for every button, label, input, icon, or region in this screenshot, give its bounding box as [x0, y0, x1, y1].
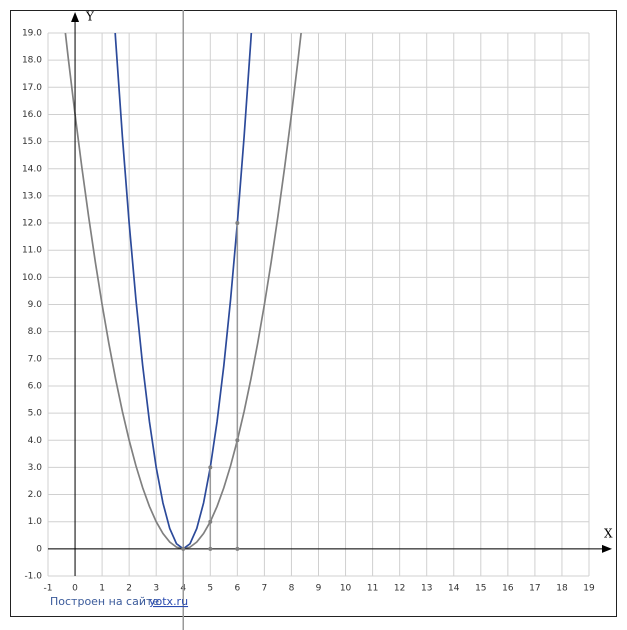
y-axis-arrow — [71, 12, 80, 22]
x-tick-label: 18 — [556, 584, 568, 594]
x-tick-label: 7 — [262, 584, 268, 594]
x-tick-label: 11 — [367, 584, 378, 594]
x-tick-label: -1 — [44, 584, 53, 594]
y-tick-label: 16.0 — [22, 110, 42, 120]
y-tick-label: 15.0 — [22, 137, 42, 147]
y-tick-label: 5.0 — [28, 409, 43, 419]
footer-text: Построен на сайте — [50, 595, 159, 608]
point — [208, 546, 213, 551]
x-tick-label: 14 — [448, 584, 460, 594]
x-tick-label: 0 — [72, 584, 78, 594]
x-tick-label: 13 — [421, 584, 432, 594]
point — [181, 546, 186, 551]
y-tick-label: 9.0 — [28, 300, 43, 310]
y-tick-label: 1.0 — [28, 517, 43, 527]
y-axis-label: Y — [85, 10, 95, 24]
y-tick-label: 10.0 — [22, 273, 42, 283]
x-tick-label: 1 — [99, 584, 105, 594]
point — [235, 438, 240, 443]
x-tick-label: 8 — [289, 584, 295, 594]
y-tick-label: 17.0 — [22, 83, 42, 93]
y-tick-label: 6.0 — [28, 381, 43, 391]
x-tick-label: 6 — [234, 584, 240, 594]
x-tick-label: 9 — [316, 584, 322, 594]
x-tick-label: 10 — [340, 584, 352, 594]
y-tick-label: -1.0 — [24, 572, 42, 582]
point — [208, 465, 213, 470]
point — [235, 546, 240, 551]
y-tick-label: 18.0 — [22, 56, 42, 66]
y-tick-label: 12.0 — [22, 219, 42, 229]
y-tick-label: 11.0 — [22, 246, 42, 256]
y-tick-label: 2.0 — [28, 490, 43, 500]
y-tick-label: 7.0 — [28, 354, 43, 364]
footer-link[interactable]: yotx.ru — [149, 595, 188, 608]
y-tick-label: 13.0 — [22, 191, 42, 201]
y-tick-label: 0 — [36, 544, 42, 554]
x-tick-label: 2 — [126, 584, 132, 594]
y-tick-label: 19.0 — [22, 29, 42, 39]
x-tick-label: 15 — [475, 584, 486, 594]
y-tick-label: 14.0 — [22, 164, 42, 174]
y-tick-label: 8.0 — [28, 327, 43, 337]
x-tick-label: 19 — [583, 584, 595, 594]
x-tick-label: 16 — [502, 584, 514, 594]
point — [235, 221, 240, 226]
x-tick-label: 3 — [153, 584, 159, 594]
x-axis-label: X — [604, 527, 613, 541]
y-tick-label: 3.0 — [28, 463, 43, 473]
x-tick-label: 17 — [529, 584, 540, 594]
x-tick-label: 12 — [394, 584, 405, 594]
y-tick-label: 4.0 — [28, 436, 43, 446]
frame — [10, 10, 617, 617]
x-axis-arrow — [602, 544, 612, 553]
x-tick-label: 5 — [207, 584, 213, 594]
point — [208, 519, 213, 524]
